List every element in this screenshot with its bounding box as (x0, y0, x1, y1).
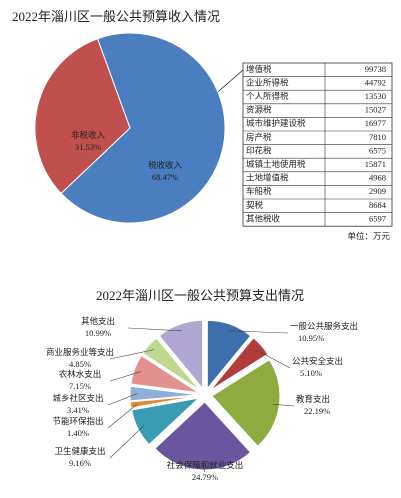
slice-label: 城乡社区支出 (52, 393, 103, 403)
table-cell: 8684 (369, 200, 387, 210)
slice-label: 节能环保指出 (52, 416, 103, 426)
pie-slice (142, 337, 201, 391)
table-cell: 13530 (365, 91, 386, 101)
slice-label: 社会保障和就业支出 (167, 460, 244, 470)
table-cell: 城市维护建设税 (246, 118, 306, 128)
table-cell: 城镇土地使用税 (246, 159, 306, 169)
table-cell: 印花税 (246, 145, 272, 155)
slice-label: 卫生健康支出 (54, 446, 105, 456)
leader-line (107, 393, 137, 406)
slice-value: 4.85% (69, 359, 91, 369)
table-cell: 个人所得税 (246, 91, 289, 101)
table-cell: 企业所得税 (246, 77, 289, 87)
chart-title: 2022年淄川区一般公共预算收入情况 (12, 9, 220, 24)
slice-label: 农林水支出 (59, 369, 102, 379)
pie-slice (209, 337, 269, 391)
pie-slice (60, 32, 226, 224)
slice-label: 非税收入 (71, 130, 106, 140)
table-cell: 房产税 (246, 132, 272, 142)
slice-value: 3.41% (67, 405, 89, 415)
table-cell: 44792 (365, 77, 386, 87)
slice-value: 9.16% (69, 458, 91, 468)
table-cell: 契税 (246, 200, 264, 210)
chart-title: 2022年淄川区一般公共预算支出情况 (96, 288, 304, 303)
pie-slice (131, 397, 201, 446)
slice-value: 5.10% (300, 368, 322, 378)
table-cell: 车船税 (246, 186, 272, 196)
table-cell: 7810 (369, 132, 386, 142)
slice-label: 其他支出 (81, 316, 115, 326)
table-cell: 99738 (365, 64, 386, 74)
leader-line (227, 330, 289, 334)
table-cell: 4968 (369, 173, 386, 183)
table-note: 单位：万元 (347, 231, 390, 241)
slice-value: 7.15% (69, 381, 91, 391)
pie-slice (211, 359, 281, 447)
leader-line (272, 403, 295, 407)
pie-slice (154, 401, 252, 471)
leader-line (127, 327, 182, 332)
slice-label: 教育支出 (296, 394, 330, 404)
slice-label: 税收收入 (148, 160, 183, 170)
table-cell: 6597 (369, 213, 386, 223)
slice-value: 24.79% (192, 472, 218, 482)
slice-label: 一般公共服务支出 (290, 321, 358, 331)
slice-label: 商业服务业等支出 (46, 347, 114, 357)
leader-line (201, 463, 206, 473)
slice-value: 68.47% (152, 172, 178, 182)
slice-value: 10.99% (85, 328, 111, 338)
table-cell: 增值税 (246, 64, 272, 74)
slice-value: 1.40% (67, 428, 89, 438)
table-cell: 资源税 (246, 105, 272, 115)
slice-value: 22.19% (304, 406, 330, 416)
pie-slice (158, 319, 204, 390)
slice-value: 31.53% (75, 142, 101, 152)
pie-slice (34, 38, 131, 195)
table-cell: 其他税收 (246, 213, 281, 223)
table-cell: 15027 (365, 105, 386, 115)
table-cell: 16977 (365, 118, 386, 128)
leader-line (109, 371, 142, 382)
table-cell: 15871 (365, 159, 386, 169)
slice-value: 10.95% (298, 333, 324, 343)
pie-slice (129, 395, 199, 409)
pie-slice (130, 354, 199, 394)
leader-line (107, 403, 138, 429)
pie-slice (206, 319, 252, 390)
table-cell: 土地增值税 (246, 173, 289, 183)
leader-line (109, 425, 145, 459)
table-cell: 2909 (369, 186, 386, 196)
pie-slice (129, 385, 199, 402)
slice-label: 公共安全支出 (292, 356, 343, 366)
leader-line (256, 349, 291, 369)
table-cell: 6575 (369, 145, 386, 155)
leader-line (109, 349, 155, 360)
